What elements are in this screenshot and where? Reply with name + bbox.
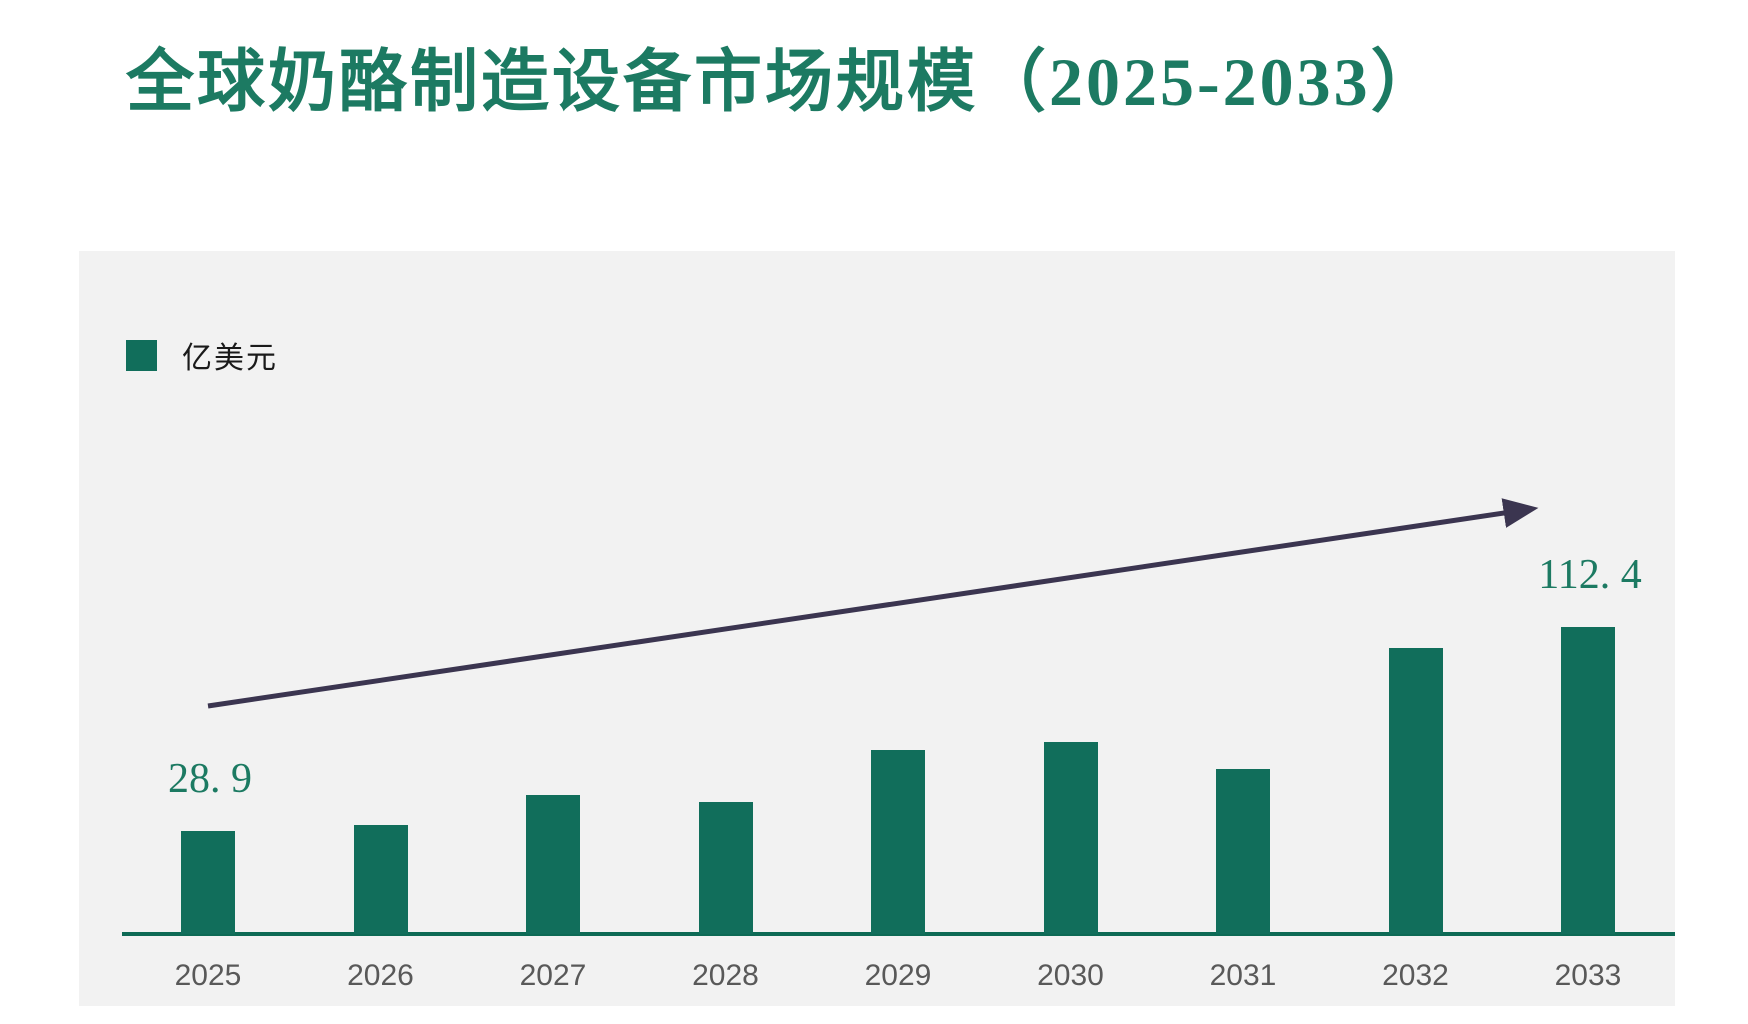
bar-2028 — [698, 802, 753, 934]
x-tick-2027: 2027 — [519, 959, 587, 992]
value-label-2025: 28. 9 — [168, 756, 252, 802]
x-tick-2032: 2032 — [1382, 959, 1449, 992]
bar-2025 — [181, 831, 235, 934]
bar-2030 — [1043, 742, 1098, 934]
bar-2032 — [1388, 648, 1443, 934]
bar-2033 — [1561, 627, 1615, 934]
bar-2031 — [1216, 769, 1270, 934]
x-tick-2029: 2029 — [864, 959, 932, 992]
x-axis-line — [122, 932, 1675, 936]
x-tick-2031: 2031 — [1209, 959, 1277, 992]
chart-title: 全球奶酪制造设备市场规模（2025-2033） — [126, 44, 1442, 120]
x-tick-2026: 2026 — [347, 959, 414, 992]
value-label-2033: 112. 4 — [1538, 552, 1642, 598]
x-tick-2028: 2028 — [692, 959, 759, 992]
plot-area: 28. 9 112. 4 — [79, 251, 1675, 934]
bar-2027 — [526, 795, 580, 934]
x-tick-2025: 2025 — [174, 959, 242, 992]
bar-2029 — [871, 750, 925, 934]
legend-label: 亿美元 — [182, 342, 278, 375]
legend-swatch-icon — [126, 339, 157, 371]
chart-panel: 亿美元 28. 9 112. 4 2025 2026 2027 2028 2029 2030… — [79, 251, 1675, 1006]
legend: 亿美元 — [126, 333, 278, 377]
x-tick-2030: 2030 — [1037, 959, 1104, 992]
bar-2026 — [353, 825, 408, 934]
x-tick-2033: 2033 — [1554, 959, 1622, 992]
